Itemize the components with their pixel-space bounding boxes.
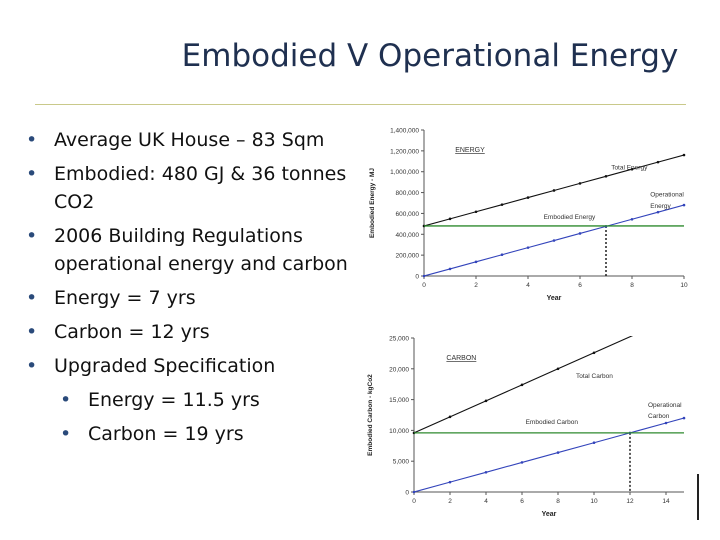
energy-y-tick-label: 1,200,000 (390, 148, 419, 155)
energy-point-operational (552, 239, 556, 242)
sub-bullet-item: Energy = 11.5 yrs (26, 386, 371, 414)
energy-point-total (474, 210, 478, 214)
carbon-x-tick-label: 12 (626, 498, 634, 505)
title-divider (35, 104, 686, 105)
energy-annotation: Total Energy (611, 165, 648, 172)
carbon-point-operational (664, 421, 668, 425)
carbon-point-operational (448, 480, 452, 484)
energy-y-tick-label: 600,000 (396, 211, 420, 218)
carbon-y-tick-label: 0 (405, 490, 409, 497)
carbon-y-tick-label: 5,000 (393, 459, 410, 466)
energy-x-tick-label: 0 (422, 282, 426, 289)
energy-point-total (656, 160, 660, 164)
energy-point-total (526, 196, 530, 199)
carbon-x-tick-label: 6 (520, 498, 524, 505)
energy-point-total (604, 175, 608, 178)
carbon-x-tick-label: 14 (662, 498, 670, 505)
energy-annotation: Embodied Energy (544, 214, 596, 221)
carbon-annotation: Operational (648, 402, 682, 409)
bullet-list: Average UK House – 83 Sqm Embodied: 480 … (26, 126, 371, 454)
carbon-x-tick-label: 4 (484, 498, 488, 505)
energy-point-total (630, 167, 634, 171)
carbon-chart-svg: 0 5,000 10,000 15,000 20,000 25,000 0 2 4 6 8 10 12 1… (367, 336, 686, 518)
energy-point-operational (474, 260, 478, 264)
energy-point-operational (682, 203, 686, 207)
bullet-item: Carbon = 12 yrs (26, 318, 371, 346)
energy-point-total (448, 217, 452, 221)
energy-point-operational (656, 210, 660, 214)
carbon-y-tick-label: 15,000 (389, 397, 409, 404)
energy-y-tick-label: 800,000 (396, 190, 420, 197)
energy-x-tick-label: 8 (630, 282, 634, 289)
carbon-chart: 0 5,000 10,000 15,000 20,000 25,000 0 2 4 6 8 10 12 1… (362, 326, 700, 522)
carbon-series-operational (414, 417, 684, 492)
energy-y-axis-label: Embodied Energy - MJ (369, 168, 376, 238)
edge-mark (697, 474, 699, 520)
carbon-point-operational (520, 461, 524, 464)
energy-x-tick-label: 4 (526, 282, 530, 289)
carbon-x-tick-label: 8 (556, 498, 560, 505)
energy-chart-svg: 0 200,000 400,000 600,000 800,000 1,000,000 1,… (369, 128, 688, 303)
energy-y-tick-label: 0 (415, 274, 419, 281)
energy-inset-label: ENERGY (455, 147, 485, 154)
sub-bullet-item: Carbon = 19 yrs (26, 420, 371, 448)
energy-y-tick-label: 400,000 (396, 232, 420, 239)
carbon-y-tick-label: 20,000 (389, 366, 409, 373)
carbon-x-axis-label: Year (542, 511, 557, 518)
energy-x-tick-label: 2 (474, 282, 478, 289)
bullet-item: Average UK House – 83 Sqm (26, 126, 371, 154)
carbon-annotation: Carbon (648, 413, 670, 420)
energy-point-operational (526, 246, 530, 249)
energy-point-operational (630, 217, 634, 221)
energy-point-operational (422, 274, 426, 278)
energy-y-tick-label: 1,000,000 (390, 169, 419, 176)
energy-point-operational (500, 253, 504, 257)
energy-point-total (552, 189, 556, 192)
carbon-point-operational (484, 470, 488, 474)
carbon-inset-label: CARBON (446, 355, 476, 362)
energy-point-total (500, 203, 504, 206)
energy-annotation: Energy (650, 203, 671, 210)
energy-chart: 0 200,000 400,000 600,000 800,000 1,000,000 1,… (362, 118, 700, 310)
carbon-point-operational (592, 441, 596, 445)
energy-x-axis-label: Year (547, 295, 562, 302)
carbon-y-tick-label: 25,000 (389, 336, 409, 343)
energy-point-operational (578, 232, 582, 235)
energy-y-tick-label: 200,000 (396, 253, 420, 260)
carbon-point-operational (412, 490, 416, 494)
carbon-point-total (592, 351, 596, 355)
carbon-x-tick-label: 2 (448, 498, 452, 505)
carbon-point-total (484, 399, 488, 403)
slide-title: Embodied V Operational Energy (181, 38, 679, 74)
carbon-point-total (556, 367, 560, 371)
carbon-point-total (520, 383, 524, 387)
energy-x-tick-label: 6 (578, 282, 582, 289)
carbon-series-total (414, 336, 634, 434)
carbon-x-tick-label: 10 (590, 498, 598, 505)
energy-annotation: Operational (650, 192, 684, 199)
carbon-annotation: Total Carbon (576, 373, 613, 380)
energy-x-tick-label: 10 (680, 282, 688, 289)
bullet-item: Embodied: 480 GJ & 36 tonnes CO2 (26, 160, 371, 216)
carbon-point-total (448, 415, 452, 419)
carbon-x-tick-label: 0 (412, 498, 416, 505)
energy-point-total (682, 153, 686, 157)
bullet-item: Energy = 7 yrs (26, 284, 371, 312)
bullet-item: Upgraded Specification (26, 352, 371, 380)
carbon-y-tick-label: 10,000 (389, 428, 409, 435)
carbon-y-axis-label: Embodied Carbon - kgCo2 (367, 374, 374, 456)
energy-point-total (578, 182, 582, 185)
bullet-item: 2006 Building Regulations operational en… (26, 222, 371, 278)
energy-y-tick-label: 1,400,000 (390, 128, 419, 135)
carbon-point-operational (682, 416, 686, 420)
energy-point-operational (448, 267, 452, 271)
carbon-annotation: Embodied Carbon (526, 419, 579, 426)
carbon-point-operational (556, 451, 560, 454)
